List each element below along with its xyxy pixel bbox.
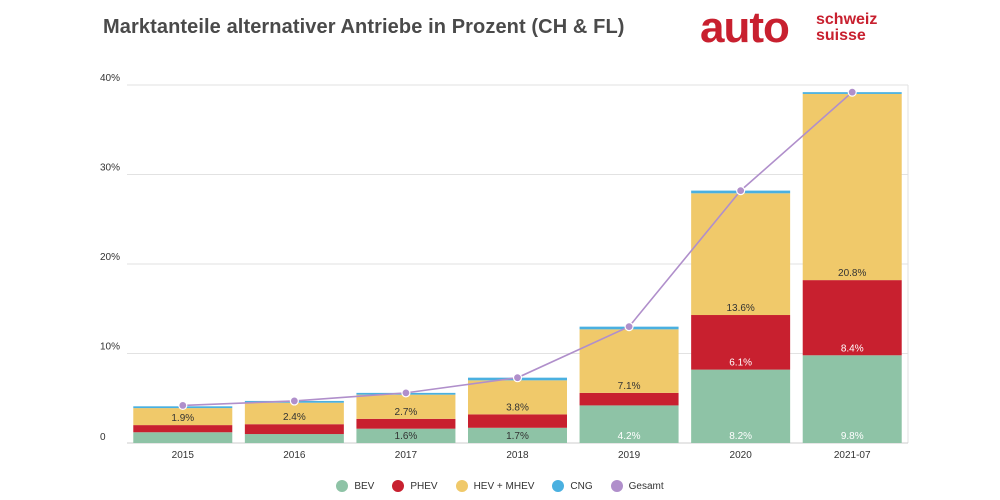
legend-item[interactable]: CNG <box>552 480 593 492</box>
legend-label: PHEV <box>410 480 438 492</box>
legend-swatch-icon <box>610 480 623 492</box>
data-label: 2.4% <box>283 412 306 423</box>
bar-bev <box>468 427 567 443</box>
y-tick-label: 0 <box>100 432 106 443</box>
data-label: 20.8% <box>838 268 866 279</box>
data-label: 2.7% <box>395 407 418 418</box>
gesamt-point <box>401 388 411 398</box>
bar-hev_mhev <box>691 193 791 316</box>
bar-phev <box>579 392 679 406</box>
legend-item[interactable]: BEV <box>336 480 374 492</box>
gesamt-point <box>512 373 523 383</box>
x-tick-label: 2020 <box>730 450 753 461</box>
legend-swatch-icon <box>455 480 468 492</box>
bar-bev <box>244 434 344 443</box>
data-label: 8.4% <box>841 343 864 354</box>
bar-hev_mhev <box>468 380 567 415</box>
data-label: 1.7% <box>506 431 529 442</box>
legend-swatch-icon <box>336 480 349 492</box>
legend-label: HEV + MHEV <box>473 480 535 492</box>
legend-item[interactable]: HEV + MHEV <box>455 480 535 492</box>
logo-line2-text: suisse <box>816 27 866 44</box>
y-tick-label: 10% <box>100 342 120 353</box>
gesamt-point <box>736 186 746 196</box>
legend-item[interactable]: PHEV <box>392 480 438 492</box>
y-tick-label: 30% <box>100 163 120 174</box>
x-tick-label: 2021-07 <box>834 450 871 461</box>
legend-item[interactable]: Gesamt <box>610 480 664 492</box>
x-tick-label: 2017 <box>395 450 418 461</box>
legend-swatch-icon <box>552 480 565 492</box>
y-tick-label: 20% <box>100 252 120 263</box>
gesamt-point <box>178 400 188 411</box>
bar-phev <box>691 315 791 370</box>
bar-bev <box>802 355 902 443</box>
data-label: 4.2% <box>618 431 641 442</box>
data-label: 7.1% <box>618 381 641 392</box>
gesamt-point <box>289 396 299 406</box>
gesamt-point <box>847 87 857 97</box>
gesamt-point <box>624 322 634 332</box>
chart-legend: BEV PHEV HEV + MHEV CNG Gesamt <box>0 478 1000 494</box>
data-label: 8.2% <box>729 431 752 442</box>
data-label: 13.6% <box>726 303 754 314</box>
bar-hev_mhev <box>133 408 233 426</box>
bar-hev_mhev <box>802 93 902 281</box>
bar-hev_mhev <box>244 402 344 425</box>
stacked-bar-chart: 0 10% 20% 30% 40% 1.9% 2.4% 1.6% 2.7% 1.7% 3.8% 4.2… <box>100 73 909 461</box>
data-label: 3.8% <box>506 402 529 413</box>
legend-label: BEV <box>354 480 375 492</box>
bar-phev <box>356 418 456 429</box>
bar-hev_mhev <box>356 394 456 419</box>
legend-swatch-icon <box>392 480 405 492</box>
legend-label: Gesamt <box>628 480 664 492</box>
logo-main-text: auto <box>700 3 790 52</box>
bar-phev <box>802 280 902 356</box>
y-tick-label: 40% <box>100 73 120 84</box>
bar-bev <box>133 432 233 443</box>
x-tick-label: 2018 <box>506 450 529 461</box>
bar-bev <box>579 405 679 443</box>
x-tick-label: 2015 <box>172 450 195 461</box>
x-tick-label: 2019 <box>618 450 641 461</box>
logo-line1-text: schweiz <box>816 11 878 28</box>
bar-bev <box>691 369 791 443</box>
bar-phev <box>468 414 567 428</box>
legend-label: CNG <box>570 480 593 492</box>
data-label: 1.9% <box>171 413 194 424</box>
x-tick-label: 2016 <box>283 450 306 461</box>
bar-phev <box>244 424 344 435</box>
data-label: 9.8% <box>841 431 864 442</box>
bar-phev <box>133 425 233 433</box>
bar-bev <box>356 428 456 443</box>
data-label: 1.6% <box>395 431 418 442</box>
bar-hev_mhev <box>579 329 679 393</box>
chart-title: Marktanteile alternativer Antriebe in Pr… <box>103 16 625 38</box>
data-label: 6.1% <box>729 358 752 369</box>
